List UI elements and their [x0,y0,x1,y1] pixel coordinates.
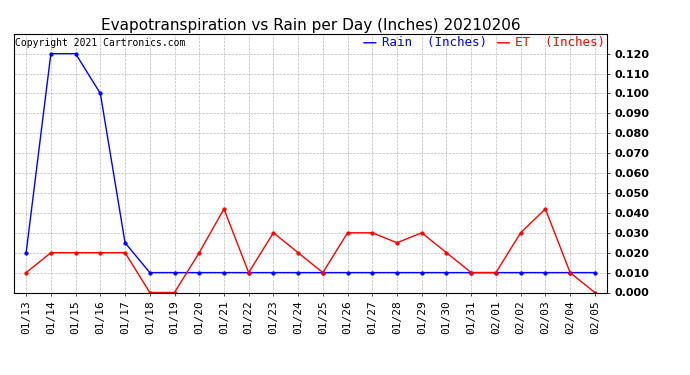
ET  (Inches) [195,251,204,255]
Rain  (Inches) [146,270,154,275]
ET  (Inches) [47,251,55,255]
ET  (Inches) [541,207,549,211]
ET  (Inches) [220,207,228,211]
Rain  (Inches) [344,270,352,275]
Rain  (Inches) [467,270,475,275]
Text: Copyright 2021 Cartronics.com: Copyright 2021 Cartronics.com [15,38,186,48]
Rain  (Inches) [294,270,302,275]
Rain  (Inches) [72,51,80,56]
Rain  (Inches) [47,51,55,56]
ET  (Inches) [22,270,30,275]
Text: Rain  (Inches): Rain (Inches) [382,36,486,50]
ET  (Inches) [467,270,475,275]
Line: ET  (Inches): ET (Inches) [24,207,597,294]
Rain  (Inches) [195,270,204,275]
ET  (Inches) [344,231,352,235]
ET  (Inches) [96,251,104,255]
Rain  (Inches) [368,270,377,275]
Rain  (Inches) [492,270,500,275]
ET  (Inches) [121,251,129,255]
Rain  (Inches) [319,270,327,275]
ET  (Inches) [244,270,253,275]
Rain  (Inches) [417,270,426,275]
ET  (Inches) [319,270,327,275]
ET  (Inches) [492,270,500,275]
Rain  (Inches) [566,270,574,275]
Rain  (Inches) [269,270,277,275]
ET  (Inches) [269,231,277,235]
ET  (Inches) [294,251,302,255]
Rain  (Inches) [591,270,599,275]
ET  (Inches) [368,231,377,235]
Rain  (Inches) [170,270,179,275]
ET  (Inches) [170,290,179,295]
Rain  (Inches) [121,240,129,245]
Rain  (Inches) [220,270,228,275]
ET  (Inches) [146,290,154,295]
Text: ET  (Inches): ET (Inches) [515,36,605,50]
Rain  (Inches) [442,270,451,275]
ET  (Inches) [393,240,401,245]
Rain  (Inches) [541,270,549,275]
ET  (Inches) [566,270,574,275]
ET  (Inches) [591,290,599,295]
ET  (Inches) [417,231,426,235]
ET  (Inches) [72,251,80,255]
Title: Evapotranspiration vs Rain per Day (Inches) 20210206: Evapotranspiration vs Rain per Day (Inch… [101,18,520,33]
Rain  (Inches) [96,91,104,96]
ET  (Inches) [442,251,451,255]
Rain  (Inches) [244,270,253,275]
Rain  (Inches) [517,270,525,275]
ET  (Inches) [517,231,525,235]
Rain  (Inches) [22,251,30,255]
Line: Rain  (Inches): Rain (Inches) [24,52,597,274]
Rain  (Inches) [393,270,401,275]
